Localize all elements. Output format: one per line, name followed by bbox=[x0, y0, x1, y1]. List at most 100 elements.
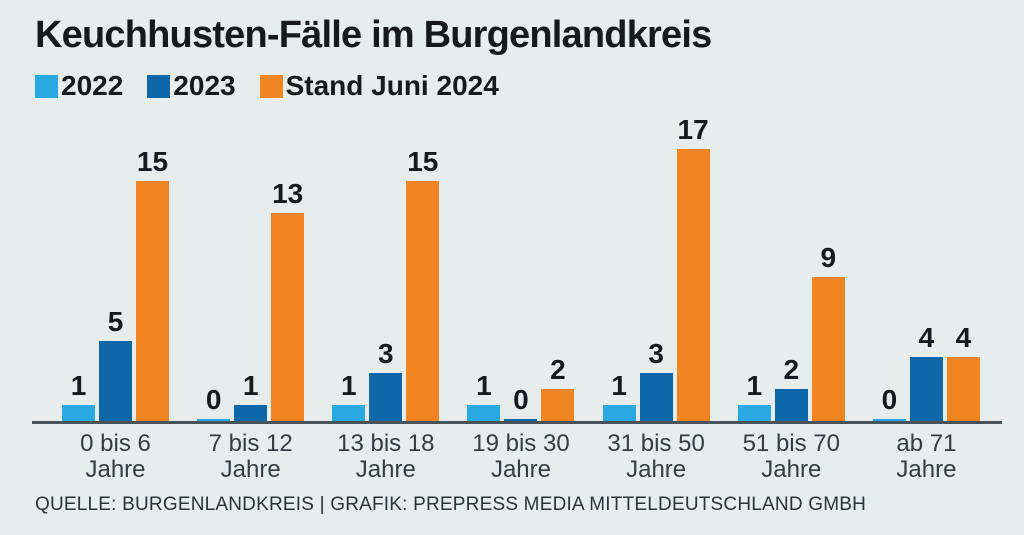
category-label-line2: Jahre bbox=[355, 456, 416, 483]
category-label-line2: Jahre bbox=[490, 456, 551, 483]
legend-item-2022: 2022 bbox=[35, 70, 123, 102]
value-label: 17 bbox=[677, 114, 709, 145]
bar bbox=[62, 405, 95, 421]
category-label-line1: 19 bis 30 bbox=[472, 430, 570, 457]
value-label: 15 bbox=[136, 146, 169, 177]
bar-with-label: 4 bbox=[909, 322, 943, 421]
bar bbox=[737, 405, 771, 421]
category-axis: 0 bis 6 Jahre 7 bis 12 Jahre 13 bis 18 Jahre 1… bbox=[62, 431, 980, 483]
value-label: 3 bbox=[378, 338, 394, 369]
bar-with-label: 4 bbox=[946, 322, 980, 421]
legend-item-2023: 2023 bbox=[147, 70, 236, 102]
category-label-line1: 51 bis 70 bbox=[742, 430, 840, 457]
bar-with-label: 13 bbox=[271, 178, 305, 421]
value-label: 4 bbox=[918, 322, 935, 353]
bar bbox=[234, 405, 268, 421]
bar bbox=[406, 181, 440, 421]
legend-swatch-icon bbox=[35, 74, 58, 98]
value-label: 3 bbox=[648, 338, 664, 369]
source-credit: QUELLE: BURGENLANDKREIS | GRAFIK: PREPRE… bbox=[35, 494, 867, 515]
category-label-line2: Jahre bbox=[220, 456, 281, 483]
legend-label: 2022 bbox=[61, 70, 124, 101]
bar-with-label: 17 bbox=[676, 114, 710, 421]
category-label: 13 bis 18 Jahre bbox=[332, 431, 439, 483]
bar-group: 0 1 13 bbox=[197, 178, 305, 421]
bar-with-label: 15 bbox=[406, 146, 440, 421]
value-label: 2 bbox=[783, 354, 800, 385]
bar-with-label: 2 bbox=[541, 355, 575, 421]
legend-label: Stand Juni 2024 bbox=[285, 70, 499, 101]
bar bbox=[811, 277, 845, 421]
bar bbox=[369, 373, 403, 421]
bar bbox=[197, 419, 231, 421]
bar-with-label: 1 bbox=[737, 370, 771, 421]
bar bbox=[872, 419, 906, 421]
bar-with-label: 0 bbox=[504, 384, 538, 421]
bar-with-label: 3 bbox=[639, 338, 673, 421]
bar-group: 1 3 15 bbox=[332, 146, 440, 421]
category-label-line1: 7 bis 12 bbox=[208, 430, 293, 457]
x-axis-line bbox=[32, 421, 1002, 424]
bar-groups: 1 5 15 0 1 13 1 3 15 1 0 2 1 3 17 1 2 9 0 4 4 bbox=[62, 0, 980, 421]
value-label: 1 bbox=[341, 370, 357, 401]
bar bbox=[676, 149, 710, 421]
legend-swatch-icon bbox=[147, 74, 171, 98]
bar bbox=[332, 405, 366, 421]
legend-swatch-icon bbox=[259, 74, 283, 98]
bar-with-label: 5 bbox=[99, 307, 132, 421]
legend-item-stand-juni-2024: Stand Juni 2024 bbox=[259, 70, 499, 102]
bar bbox=[271, 213, 305, 421]
bar bbox=[639, 373, 673, 421]
bar bbox=[136, 181, 169, 421]
category-label-line2: Jahre bbox=[85, 456, 146, 483]
bar-group: 1 3 17 bbox=[602, 114, 710, 421]
value-label: 0 bbox=[881, 384, 898, 415]
value-label: 1 bbox=[746, 370, 763, 401]
value-label: 1 bbox=[611, 370, 627, 401]
category-label: 0 bis 6 Jahre bbox=[62, 431, 169, 483]
value-label: 1 bbox=[70, 370, 87, 401]
bar-with-label: 1 bbox=[62, 371, 95, 421]
bar bbox=[467, 405, 501, 421]
category-label: 7 bis 12 Jahre bbox=[197, 431, 304, 483]
category-label-line2: Jahre bbox=[896, 456, 957, 483]
bar bbox=[99, 341, 132, 421]
value-label: 9 bbox=[820, 242, 837, 273]
value-label: 4 bbox=[955, 322, 972, 353]
value-label: 5 bbox=[107, 306, 124, 337]
bar-with-label: 0 bbox=[872, 384, 906, 421]
category-label: 51 bis 70 Jahre bbox=[738, 431, 845, 483]
value-label: 1 bbox=[476, 370, 492, 401]
category-label: ab 71 Jahre bbox=[873, 431, 980, 483]
category-label-line1: 31 bis 50 bbox=[607, 430, 705, 457]
bar bbox=[504, 419, 538, 421]
bar bbox=[909, 357, 943, 421]
value-label: 15 bbox=[407, 146, 439, 177]
bar-with-label: 9 bbox=[811, 242, 845, 421]
bar-with-label: 1 bbox=[602, 370, 636, 421]
value-label: 1 bbox=[242, 370, 259, 401]
category-label: 19 bis 30 Jahre bbox=[467, 431, 574, 483]
bar-with-label: 3 bbox=[369, 338, 403, 421]
chart-title: Keuchhusten-Fälle im Burgenlandkreis bbox=[35, 14, 712, 56]
value-label: 13 bbox=[272, 178, 304, 209]
bar bbox=[541, 389, 575, 421]
bar-with-label: 1 bbox=[467, 370, 501, 421]
legend-label: 2023 bbox=[173, 70, 236, 101]
bar-with-label: 2 bbox=[774, 354, 808, 421]
bar bbox=[946, 357, 980, 421]
bar-with-label: 15 bbox=[136, 147, 169, 421]
category-label-line1: 0 bis 6 bbox=[80, 430, 151, 457]
value-label: 0 bbox=[513, 384, 529, 415]
bar-with-label: 1 bbox=[332, 370, 366, 421]
bar-with-label: 0 bbox=[197, 385, 231, 421]
bar bbox=[774, 389, 808, 421]
bar-group: 1 5 15 bbox=[62, 147, 169, 421]
category-label-line1: ab 71 bbox=[896, 430, 957, 457]
category-label: 31 bis 50 Jahre bbox=[603, 431, 710, 483]
